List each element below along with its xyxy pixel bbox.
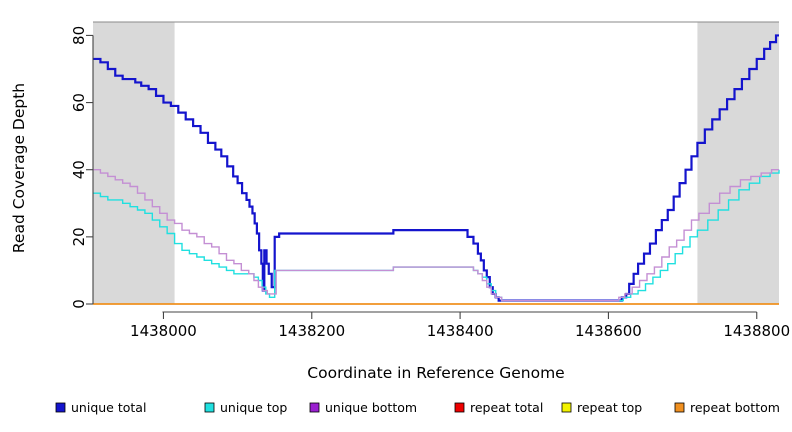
x-tick-label-1: 1438200 xyxy=(278,322,345,340)
y-tick-label-0: 0 xyxy=(70,299,88,309)
x-tick-label-4: 1438800 xyxy=(723,322,790,340)
legend-swatch-repeat-total xyxy=(454,402,465,413)
y-tick-label-1: 20 xyxy=(70,227,88,246)
y-tick-label-2: 40 xyxy=(70,160,88,179)
x-tick-label-0: 1438000 xyxy=(130,322,197,340)
x-tick-label-2: 1438400 xyxy=(427,322,494,340)
legend-swatch-unique-total xyxy=(55,402,66,413)
legend-swatch-repeat-bottom xyxy=(674,402,685,413)
legend-label-repeat-top: repeat top xyxy=(577,400,642,415)
legend-label-repeat-total: repeat total xyxy=(470,400,543,415)
series-unique-total xyxy=(93,34,779,302)
legend-swatch-unique-top xyxy=(204,402,215,413)
legend-label-unique-bottom: unique bottom xyxy=(325,400,417,415)
legend-label-repeat-bottom: repeat bottom xyxy=(690,400,780,415)
legend-label-unique-total: unique total xyxy=(71,400,146,415)
series-unique-top xyxy=(93,169,780,302)
legend-label-unique-top: unique top xyxy=(220,400,287,415)
x-tick-label-3: 1438600 xyxy=(575,322,642,340)
y-axis-title: Read Coverage Depth xyxy=(10,83,28,253)
x-axis: 1438000 1438200 1438400 1438600 1438800 xyxy=(130,311,790,340)
y-axis: 0 20 40 60 80 xyxy=(70,26,94,309)
x-axis-title: Coordinate in Reference Genome xyxy=(307,364,564,382)
legend-swatch-unique-bottom xyxy=(309,402,320,413)
series-unique-bottom xyxy=(93,169,779,302)
legend-swatch-repeat-top xyxy=(561,402,572,413)
y-tick-label-4: 80 xyxy=(70,26,88,45)
shaded-regions xyxy=(93,22,779,304)
shaded-region-1 xyxy=(697,22,779,304)
series-layer xyxy=(93,34,780,305)
y-tick-label-3: 60 xyxy=(70,93,88,112)
legend: unique total unique top unique bottom repea… xyxy=(55,400,780,415)
shaded-region-0 xyxy=(93,22,175,304)
